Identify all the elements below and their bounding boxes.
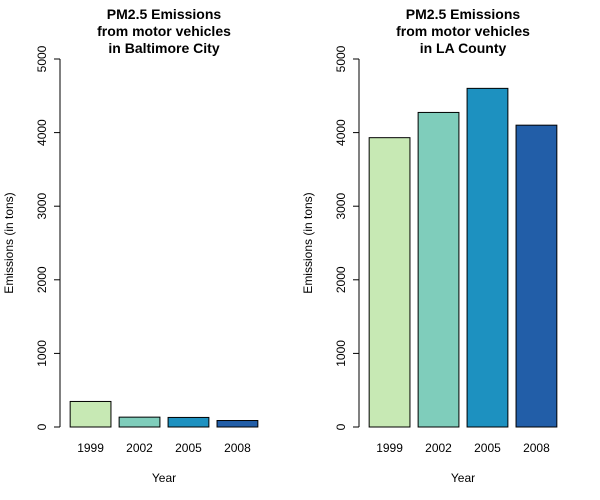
y-tick-label: 1000: [35, 340, 49, 367]
chart-title-line-1: PM2.5 Emissions: [406, 6, 521, 22]
bar-2002: [417, 111, 460, 428]
y-tick-label: 0: [334, 423, 348, 430]
x-tick-label: 2008: [224, 441, 251, 455]
bar-2005: [466, 87, 509, 428]
bar-1999: [368, 137, 411, 428]
y-tick-label: 4000: [35, 119, 49, 146]
chart-title-line-2: from motor vehicles: [396, 23, 530, 39]
y-tick-label: 5000: [35, 45, 49, 72]
y-axis-label: Emissions (in tons): [301, 192, 315, 293]
bar-2002: [118, 416, 161, 428]
chart-title-line-3: in Baltimore City: [108, 40, 219, 56]
plot-area: 0 1000 2000 3000 4000 5000 1999 2002 2005 2008: [35, 45, 259, 455]
y-tick-label: 3000: [35, 193, 49, 220]
bar-2008: [515, 124, 558, 428]
y-tick-label: 2000: [334, 266, 348, 293]
y-tick-label: 4000: [334, 119, 348, 146]
x-tick-label: 2002: [126, 441, 153, 455]
x-tick-label: 1999: [376, 441, 403, 455]
x-axis-label: Year: [451, 471, 475, 485]
panel-la-county: PM2.5 Emissions from motor vehicles in L…: [301, 6, 558, 485]
bar-1999: [69, 400, 112, 428]
x-tick-label: 2002: [425, 441, 452, 455]
bar-2008: [216, 420, 259, 428]
y-tick-label: 2000: [35, 266, 49, 293]
y-tick-label: 0: [35, 423, 49, 430]
y-tick-label: 1000: [334, 340, 348, 367]
x-tick-label: 2008: [523, 441, 550, 455]
y-tick-label: 3000: [334, 193, 348, 220]
chart-title-line-3: in LA County: [420, 40, 507, 56]
panel-baltimore-city: PM2.5 Emissions from motor vehicles in B…: [2, 6, 259, 485]
x-axis-label: Year: [152, 471, 176, 485]
x-tick-label: 2005: [474, 441, 501, 455]
chart-title-line-2: from motor vehicles: [97, 23, 231, 39]
chart-title-line-1: PM2.5 Emissions: [107, 6, 222, 22]
x-tick-label: 2005: [175, 441, 202, 455]
bar-2005: [167, 416, 210, 428]
x-tick-label: 1999: [77, 441, 104, 455]
y-axis-label: Emissions (in tons): [2, 192, 16, 293]
plot-area: 0 1000 2000 3000 4000 5000 1999 2002 2005 2008: [334, 45, 558, 455]
y-tick-label: 5000: [334, 45, 348, 72]
